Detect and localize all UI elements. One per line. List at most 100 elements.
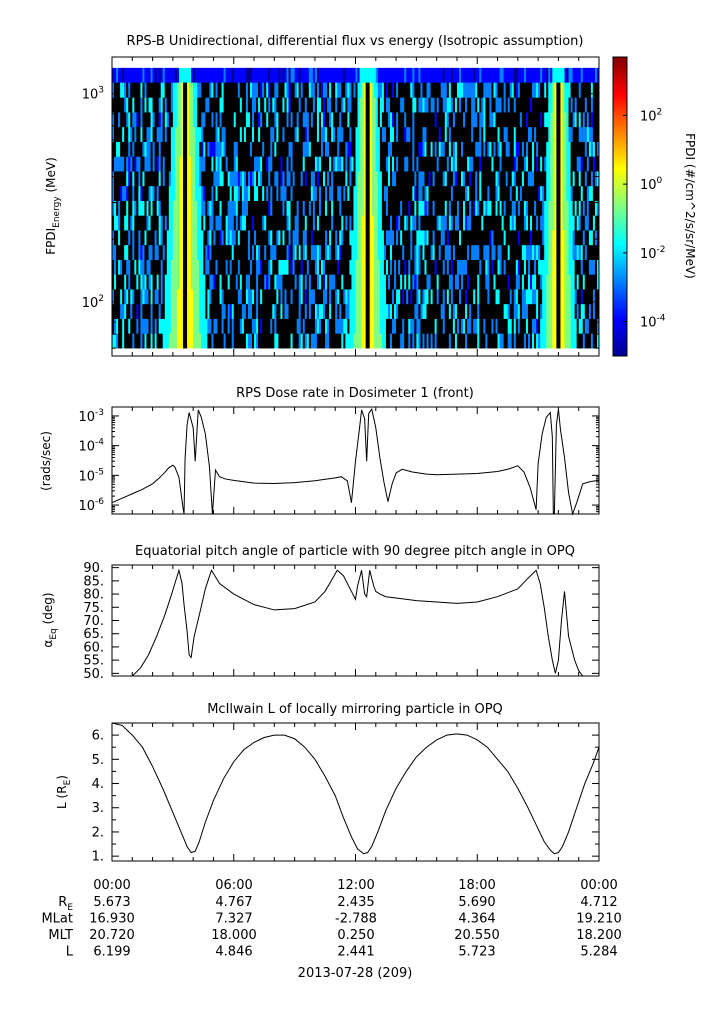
spectrogram-cell (205, 156, 208, 172)
spectrogram-cell (558, 141, 561, 157)
spectrogram-cell (229, 215, 233, 231)
spectrogram-cell (223, 200, 227, 216)
spectrogram-cell (513, 318, 517, 334)
spectrogram-cell (278, 259, 281, 275)
spectrogram-cell (515, 97, 519, 113)
spectrogram-cell (371, 82, 375, 98)
spectrogram-cell (331, 185, 334, 201)
spectrogram-cell (361, 97, 365, 113)
spectrogram-cell (507, 200, 511, 216)
spectrogram-cell (219, 171, 222, 187)
spectrogram-cell (270, 156, 273, 172)
spectrogram-cell (187, 185, 190, 201)
spectrogram-cell (170, 230, 174, 246)
spectrogram-cell (536, 333, 539, 349)
spectrogram-cell (339, 67, 342, 87)
spectrogram-cell (515, 259, 519, 275)
spectrogram-cell (211, 67, 214, 87)
spectrogram-cell (130, 259, 133, 275)
spectrogram-cell (398, 200, 401, 216)
spectrogram-cell (312, 230, 316, 246)
spectrogram-cell (329, 318, 332, 334)
spectrogram-cell (327, 126, 330, 142)
spectrogram-cell (406, 141, 409, 157)
spectrogram-cell (410, 112, 413, 128)
spectrogram-cell (187, 200, 190, 216)
spectrogram-cell (327, 333, 330, 349)
spectrogram-cell (329, 215, 332, 231)
spectrogram-cell (444, 141, 448, 157)
spectrogram-cell (487, 259, 490, 275)
spectrogram-cell (440, 97, 444, 113)
spectrogram-cell (227, 200, 231, 216)
spectrogram-cell (501, 82, 505, 98)
spectrogram-cell (274, 244, 277, 260)
spectrogram-cell (383, 333, 387, 349)
dose-ylabel: (rads/sec) (39, 431, 53, 491)
spectrogram-cell (185, 82, 188, 98)
spectrogram-cell (160, 333, 164, 349)
spectrogram-cell (538, 112, 541, 128)
spectrogram-cell (316, 82, 320, 98)
spectrogram-cell (254, 274, 257, 290)
spectrogram-cell (389, 67, 393, 87)
spectrogram-cell (564, 112, 567, 128)
spectrogram-cell (450, 244, 454, 260)
spectrogram-cell (160, 112, 164, 128)
spectrogram-cell (122, 259, 125, 275)
spectrogram-cell (337, 112, 340, 128)
spectrogram-cell (562, 333, 565, 349)
spectrogram-cell (479, 230, 482, 246)
spectrogram-cell (227, 156, 231, 172)
spectrogram-cell (359, 171, 362, 187)
spectrogram-cell (418, 200, 421, 216)
spectrogram-cell (430, 200, 434, 216)
spectrogram-cell (544, 185, 547, 201)
spectrogram-cell (185, 126, 188, 142)
spectrogram-cell (430, 259, 434, 275)
spectrogram-cell (136, 126, 139, 142)
spectrogram-cell (426, 230, 429, 246)
spectrogram-cell (446, 333, 450, 349)
spectrogram-cell (213, 244, 216, 260)
spectrogram-cell (426, 97, 429, 113)
spectrogram-cell (525, 185, 529, 201)
spectrogram-cell (371, 244, 375, 260)
spectrogram-cell (558, 82, 561, 98)
spectrogram-cell (258, 112, 261, 128)
spectrogram-cell (554, 97, 557, 113)
spectrogram-cell (134, 274, 137, 290)
spectrogram-cell (276, 126, 279, 142)
spectrogram-cell (158, 112, 162, 128)
spectrogram-cell (223, 274, 227, 290)
spectrogram-cell (298, 156, 302, 172)
spectrogram-cell (426, 156, 429, 172)
spectrogram-cell (308, 67, 312, 87)
spectrogram-cell (241, 156, 245, 172)
spectrogram-cell (217, 318, 220, 334)
spectrogram-cell (420, 67, 423, 87)
spectrogram-cell (558, 200, 561, 216)
spectrogram-cell (398, 82, 401, 98)
spectrogram-cell (335, 185, 338, 201)
spectrogram-cell (487, 200, 490, 216)
spectrogram-cell (247, 141, 251, 157)
spectrogram-cell (160, 244, 164, 260)
spectrogram-cell (211, 289, 214, 305)
spectrogram-cell (396, 244, 399, 260)
spectrogram-cell (590, 141, 594, 157)
spectrogram-cell (523, 171, 527, 187)
spectrogram-cell (229, 67, 233, 87)
spectrogram-cell (430, 67, 434, 87)
spectrogram-cell (523, 97, 527, 113)
spectrogram-cell (481, 97, 484, 113)
spectrogram-cell (489, 259, 492, 275)
spectrogram-cell (420, 126, 423, 142)
spectrogram-cell (509, 185, 513, 201)
spectrogram-cell (343, 82, 346, 98)
spectrogram-cell (249, 244, 253, 260)
spectrogram-cell (592, 141, 596, 157)
spectrogram-cell (373, 171, 377, 187)
spectrogram-cell (379, 274, 383, 290)
spectrogram-cell (381, 333, 385, 349)
